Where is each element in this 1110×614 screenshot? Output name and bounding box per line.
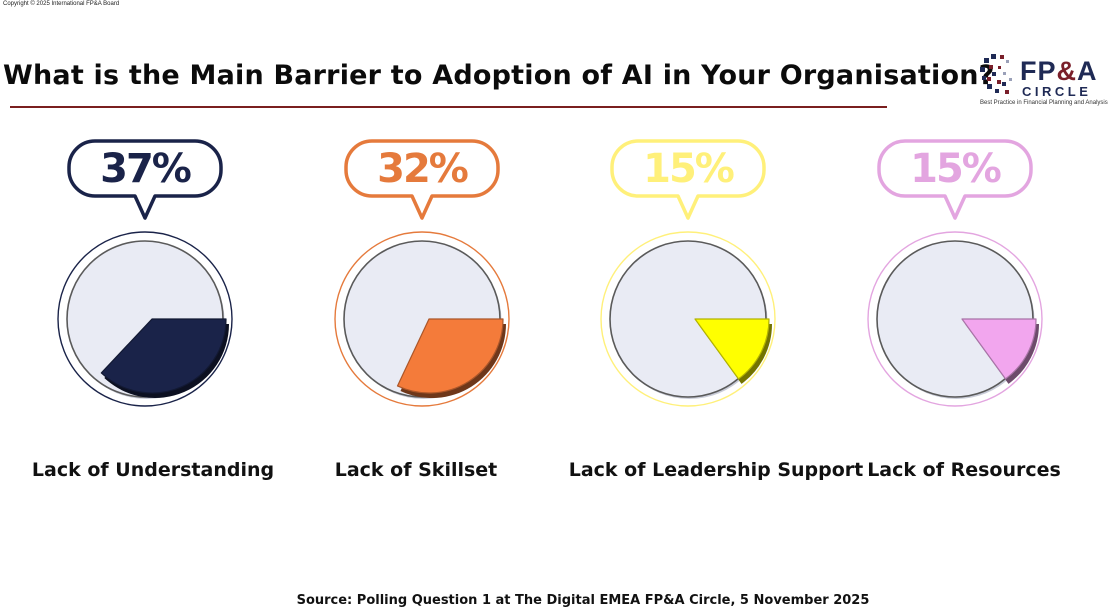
value-label-3: 15% (643, 146, 735, 192)
pie-slice-1 (100, 318, 227, 394)
category-label-1: Lack of Understanding (31, 459, 275, 481)
value-label-2: 32% (377, 146, 469, 192)
value-label-1: 37% (100, 146, 192, 192)
logo-circle-text: CIRCLE (1022, 84, 1092, 99)
fpa-circle-logo: FP&A CIRCLE Best Practice in Financial P… (978, 52, 1108, 108)
chart-title: What is the Main Barrier to Adoption of … (3, 60, 995, 91)
logo-wordmark: FP&A (1020, 58, 1098, 85)
logo-tagline: Best Practice in Financial Planning and … (980, 100, 1108, 106)
speech-bubble-3 (610, 139, 766, 220)
logo-ampersand: & (1056, 56, 1078, 86)
pie-slice-4 (961, 318, 1037, 380)
category-label-2: Lack of Skillset (334, 459, 498, 481)
logo-a: A (1077, 56, 1098, 86)
copyright-notice: Copyright © 2025 International FP&A Boar… (3, 1, 120, 7)
title-divider (10, 106, 887, 108)
source-note: Source: Polling Question 1 at The Digita… (296, 593, 870, 608)
logo-fp: FP (1020, 56, 1057, 86)
value-label-4: 15% (910, 146, 1002, 192)
category-label-4: Lack of Resources (867, 459, 1061, 481)
pie-slice-2 (396, 318, 504, 394)
pie-slice-3 (694, 318, 770, 380)
speech-bubble-4 (877, 139, 1033, 220)
category-label-3: Lack of Leadership Support (568, 459, 864, 481)
speech-bubble-1 (67, 139, 223, 220)
logo-mark-icon (980, 54, 1012, 94)
speech-bubble-2 (344, 139, 500, 220)
